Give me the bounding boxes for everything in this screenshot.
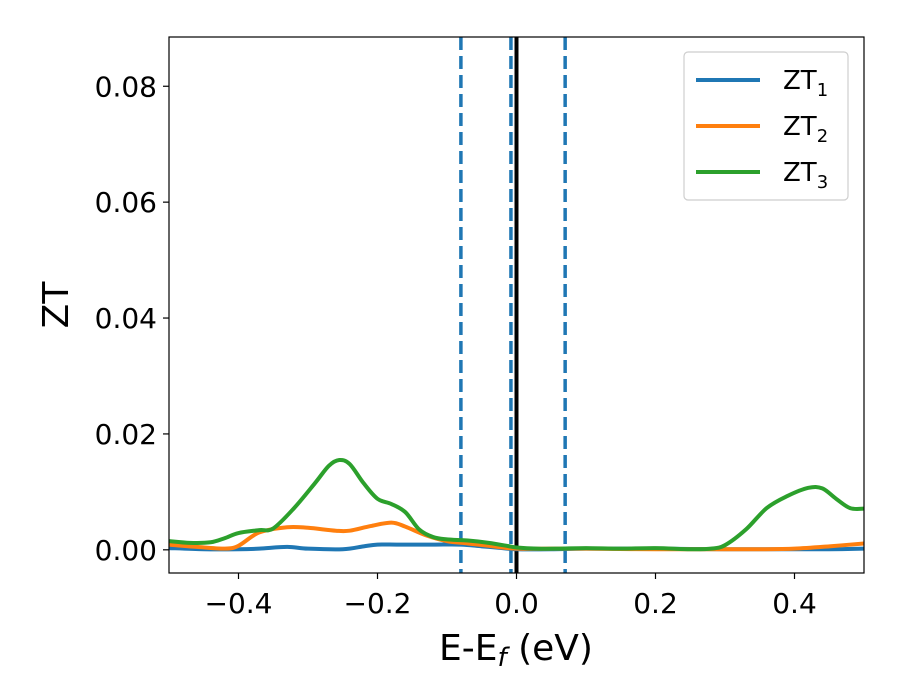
y-axis-title: ZT [36,281,77,329]
x-axis-title-main: E-E [439,628,497,669]
legend-label: ZT2 [783,112,828,147]
y-tick-label: 0.06 [95,186,157,219]
y-tick-label: 0.00 [95,534,157,567]
series-layer [169,457,864,552]
legend-label: ZT1 [783,66,828,101]
legend-item-zt1: ZT1 [696,66,828,101]
legend-item-zt3: ZT3 [696,158,828,193]
x-tick-label: 0.4 [772,587,817,620]
x-tick-label: 0.0 [494,587,539,620]
x-axis-ticks: −0.4 −0.2 0.0 0.2 0.4 [205,573,817,620]
y-tick-label: 0.04 [95,302,157,335]
x-tick-label: −0.4 [205,587,273,620]
legend-item-zt2: ZT2 [696,112,828,147]
x-axis-title: E-Ef (eV) [439,628,593,673]
legend-label: ZT3 [783,158,828,193]
legend: ZT1 ZT2 ZT3 [683,51,849,201]
x-tick-label: 0.2 [633,587,678,620]
y-axis-ticks: 0.00 0.02 0.04 0.06 0.08 [95,70,169,567]
reference-lines [459,37,567,573]
y-tick-label: 0.02 [95,418,157,451]
x-tick-label: −0.2 [344,587,412,620]
y-tick-label: 0.08 [95,70,157,103]
x-axis-title-unit: (eV) [507,628,593,669]
legend-box [683,51,849,201]
series-line-zt3 [169,457,864,552]
